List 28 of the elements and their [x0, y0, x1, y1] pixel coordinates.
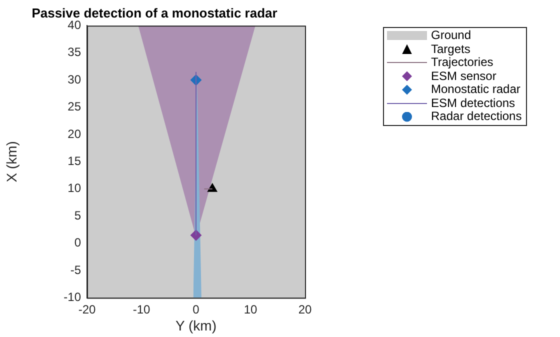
- y-tick-label: 10: [68, 181, 82, 196]
- y-tick-label: 40: [68, 18, 82, 32]
- legend-label: ESM sensor: [431, 68, 496, 83]
- legend-label: Targets: [431, 42, 470, 56]
- legend-label: Radar detections: [431, 109, 522, 124]
- y-tick-label: 0: [74, 236, 82, 250]
- point: [208, 183, 218, 192]
- x-tick-label: 0: [192, 302, 200, 316]
- y-tick-label: 25: [68, 100, 82, 114]
- chart-title: Passive detection of a monostatic radar: [32, 5, 278, 20]
- y-tick-label: 15: [68, 154, 82, 168]
- x-tick-label: -10: [132, 302, 150, 316]
- y-tick-label: -5: [70, 262, 82, 277]
- y-tick-label: 5: [74, 208, 82, 222]
- legend-label: Monostatic radar: [431, 82, 520, 96]
- legend-label: Trajectories: [431, 55, 494, 70]
- y-tick-label: 20: [68, 126, 82, 141]
- x-axis-title: Y (km): [176, 317, 216, 334]
- legend-label: Ground: [431, 28, 472, 42]
- x-tick-label: 20: [298, 302, 312, 316]
- point: [190, 230, 202, 241]
- y-tick-label: -10: [64, 290, 82, 304]
- y-tick-label: 30: [68, 72, 82, 86]
- y-axis-title: X (km): [3, 141, 20, 182]
- x-tick-label: -20: [78, 302, 96, 316]
- y-tick-label: 35: [68, 45, 82, 60]
- x-tick-label: 10: [244, 302, 258, 316]
- legend-label: ESM detections: [431, 96, 516, 110]
